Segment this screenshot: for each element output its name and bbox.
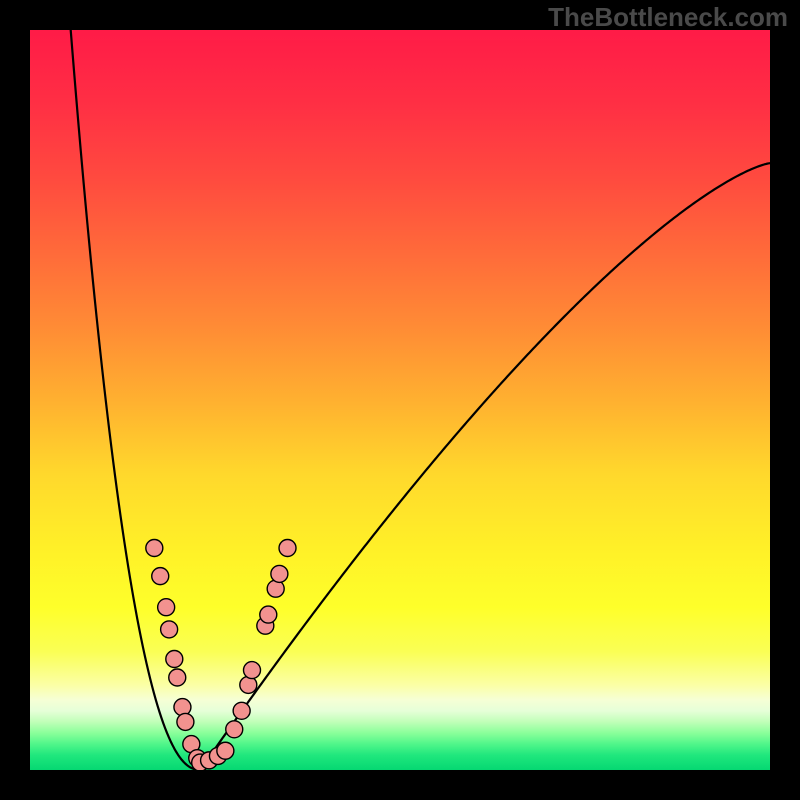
- marker-left: [146, 540, 163, 557]
- gradient-background: [30, 30, 770, 770]
- marker-left: [158, 599, 175, 616]
- marker-left: [169, 669, 186, 686]
- marker-right: [244, 662, 261, 679]
- marker-left: [166, 651, 183, 668]
- marker-right: [226, 721, 243, 738]
- marker-right: [271, 565, 288, 582]
- marker-left: [177, 713, 194, 730]
- marker-left: [161, 621, 178, 638]
- chart-frame: TheBottleneck.com: [0, 0, 800, 800]
- marker-right: [279, 540, 296, 557]
- marker-left: [174, 699, 191, 716]
- marker-right: [260, 606, 277, 623]
- plot-svg: [30, 30, 770, 770]
- marker-bottom: [217, 742, 234, 759]
- marker-left: [152, 568, 169, 585]
- marker-right: [233, 702, 250, 719]
- watermark-text: TheBottleneck.com: [548, 2, 788, 33]
